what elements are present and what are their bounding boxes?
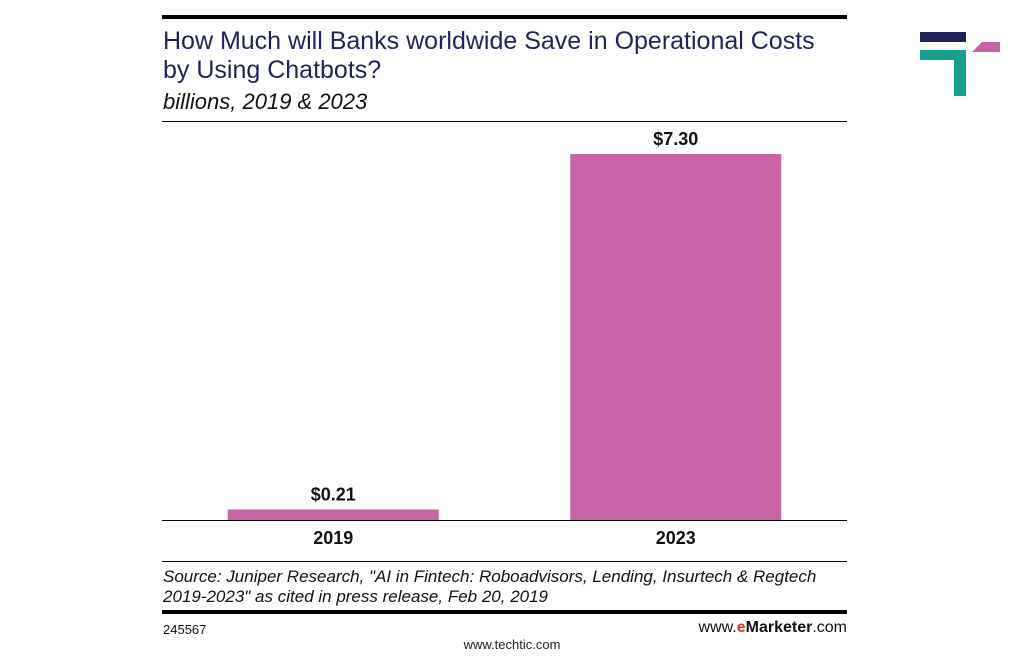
chart-id: 245567: [163, 622, 207, 637]
logo-pink-shape: [972, 42, 1000, 52]
bar-2019: [227, 509, 439, 520]
category-label-2019: 2019: [313, 528, 353, 548]
logo-teal-shape: [920, 50, 966, 96]
techtic-logo-icon: [920, 32, 1000, 96]
bar-2023: [570, 154, 782, 520]
header-rule: [162, 121, 847, 122]
brand-suffix: .com: [812, 619, 847, 636]
chart-title: How Much will Banks worldwide Save in Op…: [163, 27, 815, 84]
source-note: Source: Juniper Research, "AI in Fintech…: [163, 567, 817, 606]
brand-prefix: www.: [698, 619, 737, 636]
category-label-2023: 2023: [656, 528, 696, 548]
bar-chart: $0.21 2019 $7.30 2023: [162, 129, 847, 548]
top-rule: [162, 15, 847, 19]
brand-marketer: Marketer: [745, 619, 813, 636]
chart-subtitle: billions, 2019 & 2023: [163, 89, 368, 114]
footer-rule: [162, 610, 847, 614]
brand-e: e: [736, 619, 746, 636]
site-url[interactable]: www.techtic.com: [463, 637, 561, 652]
value-label-2019: $0.21: [311, 484, 356, 504]
logo-navy-bar: [920, 32, 966, 42]
emarketer-brand[interactable]: www.eMarketer.com: [698, 619, 847, 637]
value-label-2023: $7.30: [653, 129, 698, 149]
source-rule: [162, 561, 847, 562]
